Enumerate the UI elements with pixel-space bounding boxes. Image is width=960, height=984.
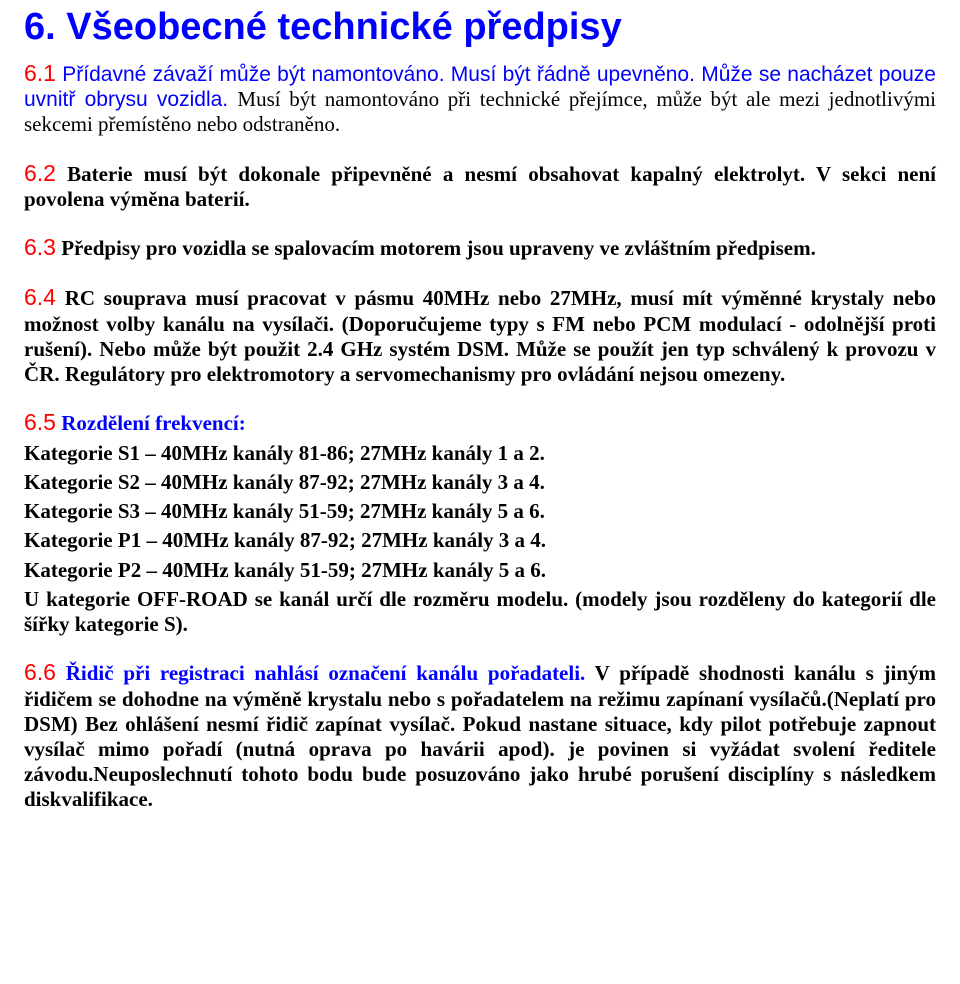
paragraph-6-4-text: RC souprava musí pracovat v pásmu 40MHz … <box>24 286 936 386</box>
paragraph-6-2-text: Baterie musí být dokonale připevněné a n… <box>24 162 936 212</box>
section-number-6-1: 6.1 <box>24 60 56 86</box>
freq-line-s3: Kategorie S3 – 40MHz kanály 51-59; 27MHz… <box>24 499 936 524</box>
section-number-6-6: 6.6 <box>24 659 56 685</box>
section-number-6-2: 6.2 <box>24 160 56 186</box>
paragraph-6-3: 6.3 Předpisy pro vozidla se spalovacím m… <box>24 234 936 262</box>
paragraph-6-4: 6.4 RC souprava musí pracovat v pásmu 40… <box>24 284 936 387</box>
document-page: 6. Všeobecné technické předpisy 6.1 Příd… <box>0 0 960 984</box>
paragraph-6-5: 6.5 Rozdělení frekvencí: Kategorie S1 – … <box>24 409 936 637</box>
freq-line-offroad: U kategorie OFF-ROAD se kanál určí dle r… <box>24 587 936 637</box>
page-title: 6. Všeobecné technické předpisy <box>24 6 936 50</box>
paragraph-6-6: 6.6 Řidič při registraci nahlásí označen… <box>24 659 936 813</box>
freq-line-s2: Kategorie S2 – 40MHz kanály 87-92; 27MHz… <box>24 470 936 495</box>
paragraph-6-5-heading-line: 6.5 Rozdělení frekvencí: <box>24 409 936 437</box>
paragraph-6-6-lead: Řidič při registraci nahlásí označení ka… <box>56 661 595 685</box>
paragraph-6-1: 6.1 Přídavné závaží může být namontováno… <box>24 60 936 138</box>
freq-line-p2: Kategorie P2 – 40MHz kanály 51-59; 27MHz… <box>24 558 936 583</box>
paragraph-6-3-text: Předpisy pro vozidla se spalovacím motor… <box>56 236 816 260</box>
paragraph-6-5-heading: Rozdělení frekvencí: <box>56 411 246 435</box>
section-number-6-4: 6.4 <box>24 284 56 310</box>
freq-line-p1: Kategorie P1 – 40MHz kanály 87-92; 27MHz… <box>24 528 936 553</box>
section-number-6-3: 6.3 <box>24 234 56 260</box>
section-number-6-5: 6.5 <box>24 409 56 435</box>
paragraph-6-2: 6.2 Baterie musí být dokonale připevněné… <box>24 160 936 213</box>
freq-line-s1: Kategorie S1 – 40MHz kanály 81-86; 27MHz… <box>24 441 936 466</box>
